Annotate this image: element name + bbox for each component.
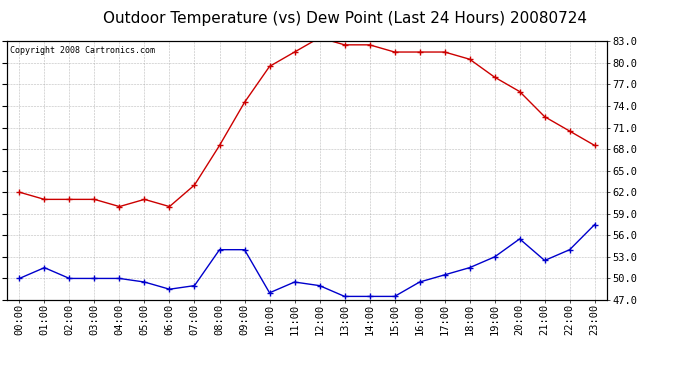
- Text: Outdoor Temperature (vs) Dew Point (Last 24 Hours) 20080724: Outdoor Temperature (vs) Dew Point (Last…: [103, 11, 587, 26]
- Text: Copyright 2008 Cartronics.com: Copyright 2008 Cartronics.com: [10, 46, 155, 56]
